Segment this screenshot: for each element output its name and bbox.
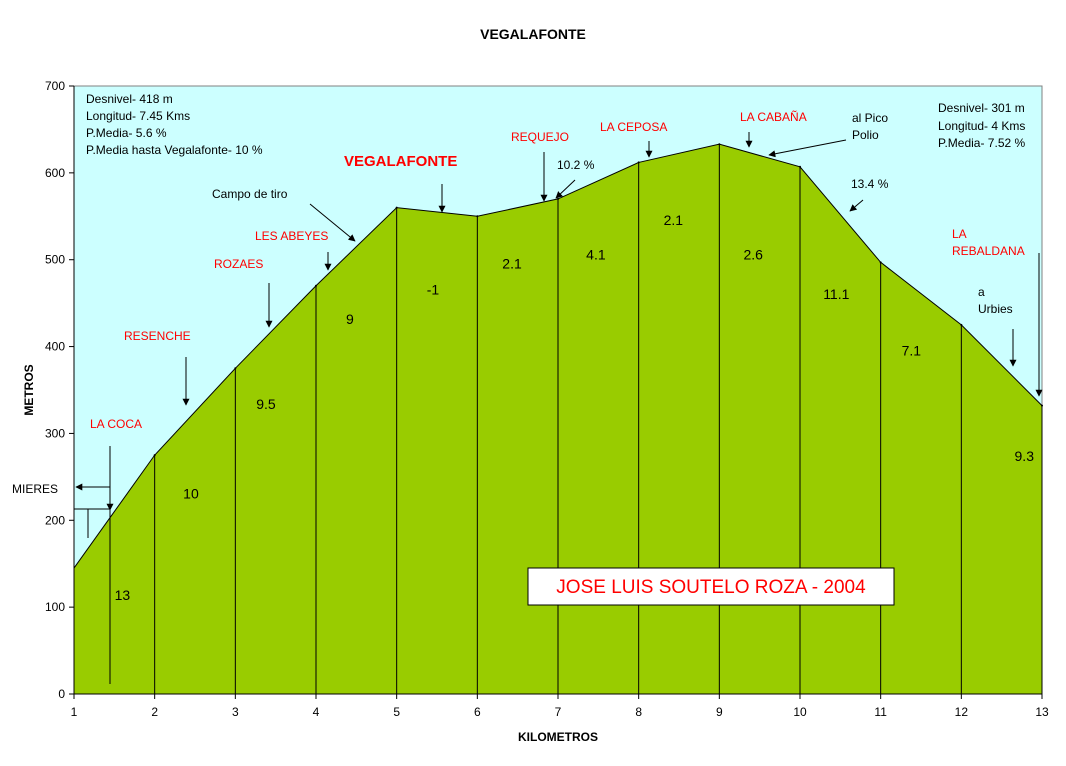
place-label-la-coca: LA COCA <box>90 417 142 431</box>
segment-gradient-label: -1 <box>427 281 440 297</box>
place-label-la-cabana: LA CABAÑA <box>740 110 807 124</box>
place-label-les-abeyes: LES ABEYES <box>255 229 328 243</box>
x-tick-label: 13 <box>1035 705 1049 719</box>
annotations: LA COCA MIERES RESENCHE ROZAES LES ABEYE… <box>12 110 1043 684</box>
info-right: Desnivel- 301 m Longitud- 4 Kms P.Media-… <box>938 101 1025 150</box>
x-tick-label: 3 <box>232 705 239 719</box>
place-label-rebaldana: REBALDANA <box>952 244 1025 258</box>
x-tick-label: 7 <box>555 705 562 719</box>
place-label-urbies: Urbies <box>978 302 1013 316</box>
place-label-polio: Polio <box>852 128 879 142</box>
info-left-line: P.Media- 5.6 % <box>86 126 167 140</box>
segment-gradient-label: 11.1 <box>823 286 849 302</box>
x-tick-label: 11 <box>874 705 887 719</box>
elevation-point <box>1041 404 1043 407</box>
segment-gradient-labels: 13 10 9.5 9 -1 2.1 4.1 2.1 2.6 11.1 7.1 9.3 <box>115 212 1035 603</box>
x-axis-label: KILOMETROS <box>518 730 598 744</box>
x-tick-label: 4 <box>313 705 320 719</box>
y-tick-label: 100 <box>45 600 65 614</box>
place-label-campo-de-tiro: Campo de tiro <box>212 187 288 201</box>
y-tick-label: 600 <box>45 166 65 180</box>
place-label-al-pico: al Pico <box>852 111 888 125</box>
elevation-point <box>557 197 559 200</box>
x-tick-label: 2 <box>151 705 158 719</box>
place-label-vegalafonte: VEGALAFONTE <box>344 153 457 170</box>
x-tick-label: 9 <box>716 705 723 719</box>
x-tick-label: 5 <box>393 705 400 719</box>
elevation-point <box>395 206 398 209</box>
grade-label-13-4: 13.4 % <box>851 177 889 191</box>
author-box <box>527 567 895 606</box>
segment-gradient-label: 9.3 <box>1015 448 1035 464</box>
y-tick-label: 200 <box>45 513 65 527</box>
place-label-mieres: MIERES <box>12 482 58 496</box>
y-tick-label: 0 <box>58 687 65 701</box>
chart-title: VEGALAFONTE <box>480 26 586 42</box>
segment-gradient-label: 13 <box>115 587 131 603</box>
elevation-point <box>315 284 317 287</box>
x-tick-label: 6 <box>474 705 481 719</box>
x-tick-label: 10 <box>793 705 807 719</box>
place-label-requejo: REQUEJO <box>511 130 569 144</box>
elevation-point <box>879 261 882 264</box>
place-label-rozaes: ROZAES <box>214 257 263 271</box>
x-tick-label: 8 <box>635 705 642 719</box>
elevation-point <box>960 323 963 326</box>
info-left: Desnivel- 418 m Longitud- 7.45 Kms P.Med… <box>86 92 263 157</box>
place-label-a: a <box>978 285 985 299</box>
place-label-la-ceposa: LA CEPOSA <box>600 120 667 134</box>
elevation-point <box>637 161 640 164</box>
segment-gradient-label: 4.1 <box>586 247 606 263</box>
pico-polio-arrow-icon <box>768 139 847 158</box>
segment-gradient-label: 7.1 <box>902 342 922 358</box>
info-left-line: P.Media hasta Vegalafonte- 10 % <box>86 143 263 157</box>
segment-gradient-label: 2.1 <box>502 255 522 271</box>
place-label-resenche: RESENCHE <box>124 329 191 343</box>
place-label-la: LA <box>952 227 967 241</box>
grade-label-10-2: 10.2 % <box>557 158 595 172</box>
info-left-line: Desnivel- 418 m <box>86 92 173 106</box>
x-tick-label: 12 <box>955 705 969 719</box>
author-credit: JOSE LUIS SOUTELO ROZA - 2004 <box>527 567 895 606</box>
x-tick-label: 1 <box>71 705 78 719</box>
segment-gradient-label: 10 <box>183 486 199 502</box>
elevation-point <box>153 454 156 457</box>
elevation-point <box>476 215 479 218</box>
y-tick-label: 400 <box>45 340 65 354</box>
info-right-line: Longitud- 4 Kms <box>938 119 1025 133</box>
y-tick-label: 700 <box>45 79 65 93</box>
segment-gradient-label: 2.6 <box>743 247 763 263</box>
y-tick-label: 500 <box>45 253 65 267</box>
y-axis-label: METROS <box>22 364 36 415</box>
elevation-point <box>234 367 237 370</box>
info-right-line: Desnivel- 301 m <box>938 101 1025 115</box>
author-text: JOSE LUIS SOUTELO ROZA - 2004 <box>556 577 866 598</box>
grade-13-4-arrow-icon <box>849 199 864 212</box>
segment-gradient-label: 2.1 <box>664 212 684 228</box>
info-left-line: Longitud- 7.45 Kms <box>86 109 190 123</box>
elevation-point <box>718 143 721 146</box>
info-right-line: P.Media- 7.52 % <box>938 136 1025 150</box>
segment-gradient-label: 9.5 <box>256 396 276 412</box>
segment-gradient-label: 9 <box>346 311 354 327</box>
elevation-point <box>799 165 801 168</box>
grade-10-2-arrow-icon <box>555 179 576 199</box>
y-tick-label: 300 <box>45 426 65 440</box>
campo-de-tiro-arrow-icon <box>309 203 356 242</box>
